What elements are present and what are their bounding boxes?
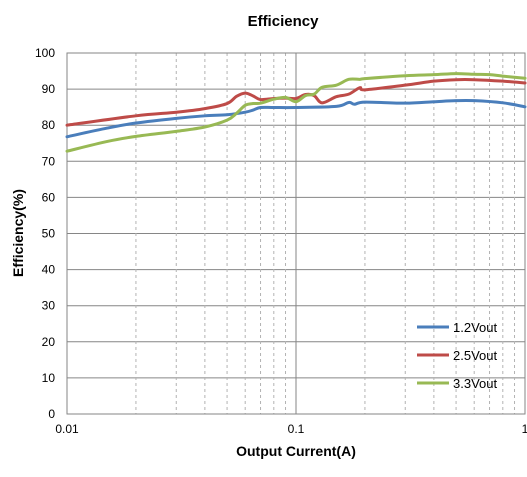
plot-frame — [66, 52, 526, 415]
y-tick-label: 20 — [42, 335, 56, 349]
y-tick-label: 10 — [42, 371, 56, 385]
y-tick-label: 70 — [42, 154, 56, 168]
y-tick-labels: 0 10 20 30 40 50 60 70 80 90 100 — [35, 46, 55, 421]
y-tick-label: 80 — [42, 118, 56, 132]
chart-title: Efficiency — [248, 13, 320, 30]
x-tick-labels: 0.01 0.1 1 — [55, 422, 527, 436]
x-axis-label: Output Current(A) — [236, 443, 356, 459]
legend-label: 2.5Vout — [453, 348, 497, 363]
y-axis-label: Efficiency(%) — [10, 189, 26, 277]
series-line-1.2Vout — [65, 98, 527, 139]
y-tick-label: 50 — [42, 227, 56, 241]
x-tick-label: 1 — [522, 422, 527, 436]
y-tick-label: 60 — [42, 190, 56, 204]
legend: 1.2Vout 2.5Vout 3.3Vout — [417, 320, 497, 391]
series-line-3.3Vout — [65, 72, 527, 153]
y-tick-label: 40 — [42, 263, 56, 277]
legend-label: 3.3Vout — [453, 376, 497, 391]
y-tick-label: 30 — [42, 299, 56, 313]
legend-label: 1.2Vout — [453, 320, 497, 335]
y-tick-label: 100 — [35, 46, 55, 60]
x-tick-label: 0.1 — [288, 422, 305, 436]
y-tick-label: 0 — [48, 407, 55, 421]
x-tick-label: 0.01 — [55, 422, 79, 436]
y-tick-label: 90 — [42, 82, 56, 96]
series-lines — [65, 72, 527, 153]
